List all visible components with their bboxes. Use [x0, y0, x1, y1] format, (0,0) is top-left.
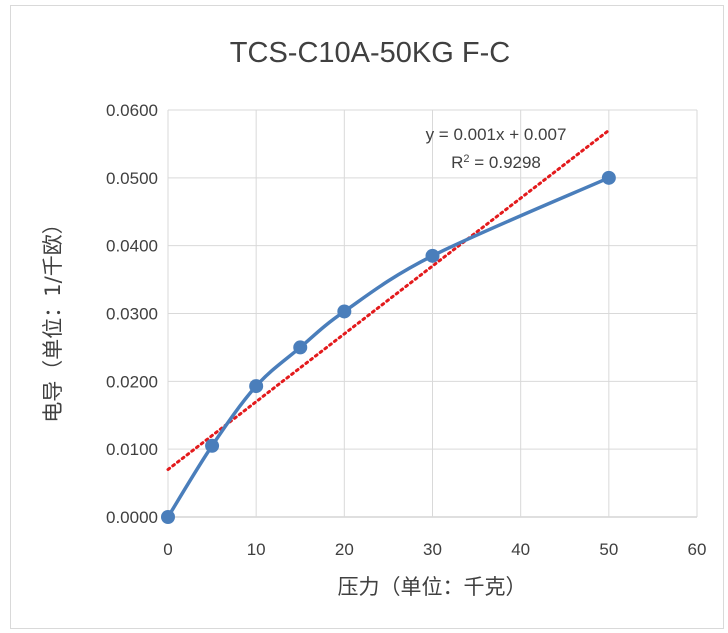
gridlines [167, 109, 698, 518]
y-tick-label: 0.0500 [106, 169, 158, 188]
chart-title: TCS-C10A-50KG F-C [230, 37, 510, 69]
trendline [166, 128, 611, 472]
data-point [293, 340, 308, 355]
data-point [205, 438, 220, 453]
r2-label: R [451, 153, 463, 172]
y-tick-label: 0.0200 [106, 372, 158, 391]
x-tick-label: 60 [688, 540, 707, 559]
x-axis-label: 压力（单位：千克） [338, 575, 527, 599]
r2-sup: 2 [463, 153, 469, 165]
y-tick-label: 0.0400 [106, 237, 158, 256]
series-group [161, 170, 616, 524]
trendline-r-squared: R2 = 0.9298 [451, 153, 541, 172]
y-axis-label: 电导（单位：1/千欧） [41, 213, 65, 422]
trendline-equation: y = 0.001x + 0.007 [426, 125, 567, 144]
data-point [601, 170, 616, 185]
y-tick-label: 0.0600 [106, 101, 158, 120]
r2-value: = 0.9298 [470, 153, 541, 172]
data-point [337, 304, 352, 319]
x-tick-label: 10 [247, 540, 266, 559]
y-tick-label: 0.0100 [106, 440, 158, 459]
series-line [166, 176, 610, 518]
data-point [425, 248, 440, 263]
trendline-group [166, 128, 611, 472]
y-tick-label: 0.0300 [106, 305, 158, 324]
y-tick-label: 0.0000 [106, 508, 158, 527]
data-point [161, 510, 175, 524]
tick-labels: 0.0000 0.0100 0.0200 0.0300 0.0400 0.0500 0.06… [106, 101, 706, 559]
x-tick-label: 50 [599, 540, 618, 559]
x-tick-label: 30 [423, 540, 442, 559]
x-tick-label: 0 [163, 540, 172, 559]
data-point [249, 379, 264, 394]
x-tick-label: 40 [511, 540, 530, 559]
x-tick-label: 20 [335, 540, 354, 559]
